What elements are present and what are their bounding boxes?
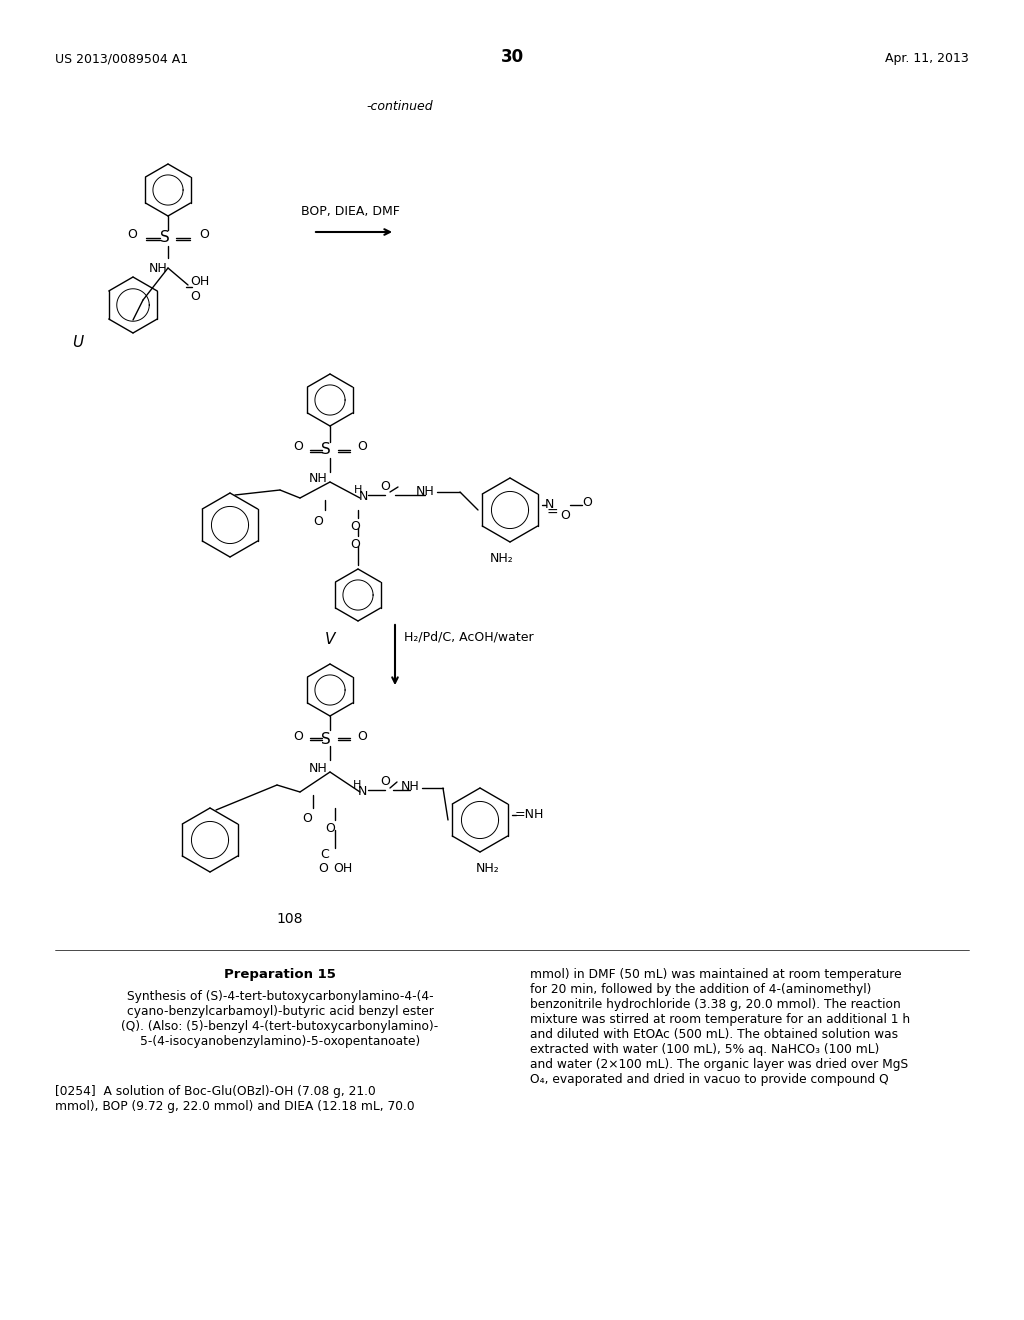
Text: U: U	[72, 335, 83, 350]
Text: O: O	[357, 730, 367, 743]
Text: N: N	[357, 785, 367, 799]
Text: O: O	[313, 515, 323, 528]
Text: Synthesis of (S)-4-tert-butoxycarbonylamino-4-(4-
cyano-benzylcarbamoyl)-butyric: Synthesis of (S)-4-tert-butoxycarbonylam…	[122, 990, 438, 1048]
Text: OH: OH	[190, 275, 209, 288]
Text: O: O	[302, 812, 312, 825]
Text: O: O	[199, 228, 209, 242]
Text: V: V	[325, 632, 335, 647]
Text: O: O	[350, 520, 360, 533]
Text: O: O	[293, 730, 303, 743]
Text: US 2013/0089504 A1: US 2013/0089504 A1	[55, 51, 188, 65]
Text: NH: NH	[308, 762, 328, 775]
Text: NH: NH	[416, 484, 434, 498]
Text: =NH: =NH	[515, 808, 545, 821]
Text: -continued: -continued	[367, 100, 433, 114]
Text: H₂/Pd/C, AcOH/water: H₂/Pd/C, AcOH/water	[404, 630, 534, 643]
Text: N: N	[545, 498, 554, 511]
Text: O: O	[190, 290, 200, 304]
Text: NH: NH	[400, 780, 420, 793]
Text: N: N	[358, 490, 368, 503]
Text: O: O	[325, 822, 335, 836]
Text: O: O	[350, 539, 360, 550]
Text: O: O	[293, 440, 303, 453]
Text: NH₂: NH₂	[476, 862, 500, 875]
Text: Apr. 11, 2013: Apr. 11, 2013	[886, 51, 969, 65]
Text: OH: OH	[333, 862, 352, 875]
Text: H: H	[353, 780, 361, 789]
Text: O: O	[318, 862, 328, 875]
Text: NH: NH	[308, 473, 328, 484]
Text: O: O	[357, 440, 367, 453]
Text: NH₂: NH₂	[490, 552, 514, 565]
Text: C: C	[321, 847, 330, 861]
Text: S: S	[322, 442, 331, 457]
Text: [0254]  A solution of Boc-Glu(OBzl)-OH (7.08 g, 21.0
mmol), BOP (9.72 g, 22.0 mm: [0254] A solution of Boc-Glu(OBzl)-OH (7…	[55, 1085, 415, 1113]
Text: O: O	[560, 510, 570, 521]
Text: O: O	[380, 775, 390, 788]
Text: NH: NH	[148, 261, 167, 275]
Text: =: =	[547, 506, 559, 520]
Text: mmol) in DMF (50 mL) was maintained at room temperature
for 20 min, followed by : mmol) in DMF (50 mL) was maintained at r…	[530, 968, 910, 1086]
Text: S: S	[322, 733, 331, 747]
Text: 30: 30	[501, 48, 523, 66]
Text: O: O	[582, 496, 592, 510]
Text: O: O	[380, 480, 390, 492]
Text: O: O	[127, 228, 137, 242]
Text: Preparation 15: Preparation 15	[224, 968, 336, 981]
Text: 108: 108	[276, 912, 303, 927]
Text: BOP, DIEA, DMF: BOP, DIEA, DMF	[301, 205, 399, 218]
Text: H: H	[354, 484, 362, 495]
Text: S: S	[160, 230, 170, 246]
